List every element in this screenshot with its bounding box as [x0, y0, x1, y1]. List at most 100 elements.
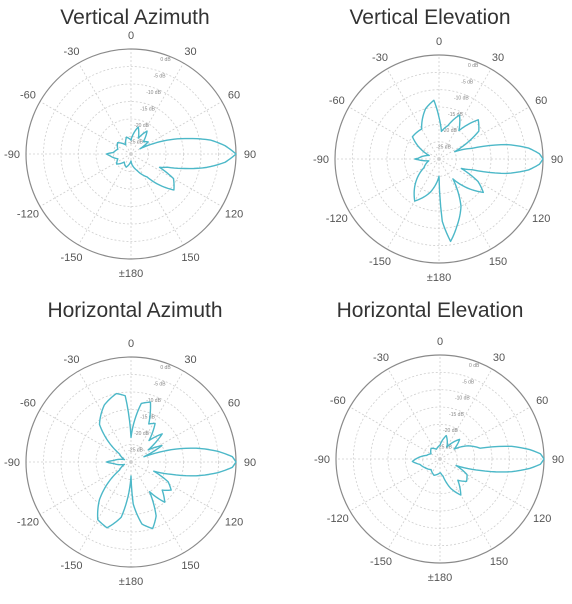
grid-spoke — [438, 68, 492, 160]
angle-tick-label: 120 — [533, 513, 551, 525]
grid-ring — [404, 423, 476, 495]
angle-tick-label: -60 — [20, 90, 36, 102]
radial-tick-label: -5 dB — [461, 79, 474, 85]
angle-tick-label: -30 — [64, 46, 80, 58]
radial-tick-label: 0 dB — [469, 363, 480, 369]
angle-tick-label: -120 — [326, 213, 348, 225]
radial-tick-label: -10 dB — [455, 396, 470, 402]
radiation-pattern-line — [411, 99, 544, 243]
angle-tick-label: -60 — [330, 395, 346, 407]
angle-tick-label: -120 — [17, 517, 39, 529]
radial-tick-label: 0 dB — [160, 365, 171, 371]
radial-tick-label: -15 dB — [448, 112, 463, 118]
grid-ring — [351, 71, 527, 247]
angle-tick-label: -150 — [60, 560, 82, 572]
grid-spoke — [387, 458, 441, 550]
angle-tick-label: -90 — [314, 454, 330, 466]
angle-tick-label: -30 — [372, 52, 388, 64]
radial-tick-label: -15 dB — [140, 106, 155, 112]
angle-tick-label: -150 — [369, 256, 391, 268]
grid-ring — [43, 66, 219, 242]
angle-tick-label: 90 — [244, 457, 256, 469]
grid-ring — [95, 118, 167, 190]
grid-spoke — [130, 461, 184, 554]
angle-tick-label: -30 — [373, 352, 389, 364]
angle-tick-label: -90 — [4, 149, 20, 161]
grid-spoke — [130, 153, 184, 246]
chart-title: Vertical Elevation — [349, 6, 511, 29]
angle-tick-label: -150 — [60, 252, 82, 264]
grid-spoke — [39, 101, 132, 155]
polar-plot: 0 30 60 90 120 150 ±180 -150 -120 -90 -60 -30 0 dB -5… — [4, 30, 256, 280]
radial-tick-label: -25 dB — [437, 444, 452, 450]
radial-tick-label: -25 dB — [128, 447, 143, 453]
grid-ring — [352, 371, 528, 547]
angle-tick-label: 150 — [181, 560, 199, 572]
radial-tick-label: -15 dB — [449, 412, 464, 418]
angle-tick-label: -90 — [313, 154, 329, 166]
grid-ring — [403, 123, 475, 195]
angle-tick-label: 120 — [225, 209, 243, 221]
grid-spoke — [439, 458, 493, 550]
polar-plot: 0 30 60 90 120 150 ±180 -150 -120 -90 -60 -30 0 dB -5… — [4, 338, 256, 588]
radial-tick-label: -25 dB — [128, 139, 143, 145]
angle-tick-label: -90 — [4, 457, 20, 469]
radial-tick-label: -20 dB — [442, 128, 457, 134]
grid-spoke — [130, 101, 223, 155]
angle-tick-label: ±180 — [119, 576, 143, 588]
angle-tick-label: ±180 — [427, 272, 451, 284]
angle-tick-label: 150 — [181, 252, 199, 264]
polar-plot: 0 30 60 90 120 150 ±180 -150 -120 -90 -60 -30 0 dB -5… — [314, 336, 564, 584]
polar-chart-vertical-azimuth: Vertical Azimuth 0 30 60 90 120 150 ±180 -150 -1… — [0, 0, 270, 290]
angle-tick-label: 60 — [536, 395, 548, 407]
grid-spoke — [387, 368, 441, 460]
radial-tick-label: -20 dB — [134, 431, 149, 437]
grid-spoke — [130, 62, 184, 155]
radial-tick-label: -5 dB — [462, 379, 475, 385]
grid-spoke — [438, 158, 492, 250]
chart-title: Vertical Azimuth — [60, 6, 210, 29]
polar-chart-horizontal-elevation: Horizontal Elevation 0 30 60 90 120 150 ±180 -1… — [290, 295, 570, 595]
angle-tick-label: 120 — [532, 213, 550, 225]
angle-tick-label: 30 — [184, 354, 196, 366]
angle-tick-label: -30 — [64, 354, 80, 366]
chart-title: Horizontal Elevation — [336, 299, 524, 322]
angle-tick-label: 90 — [552, 454, 564, 466]
radiation-pattern-line — [411, 434, 545, 496]
angle-tick-label: 150 — [489, 256, 507, 268]
radial-tick-label: -10 dB — [454, 96, 469, 102]
angle-tick-label: 120 — [225, 517, 243, 529]
grid-spoke — [78, 370, 132, 463]
angle-tick-label: 150 — [490, 556, 508, 568]
grid-spoke — [130, 370, 184, 463]
angle-tick-label: 60 — [535, 95, 547, 107]
angle-tick-label: -120 — [17, 209, 39, 221]
radial-tick-label: -10 dB — [146, 398, 161, 404]
angle-tick-label: -150 — [370, 556, 392, 568]
grid-spoke — [348, 158, 440, 212]
angle-tick-label: 30 — [184, 46, 196, 58]
radial-tick-label: 0 dB — [160, 57, 171, 63]
polar-chart-vertical-elevation: Vertical Elevation 0 30 60 90 120 150 ±180 -150… — [290, 0, 570, 290]
angle-tick-label: 0 — [128, 338, 134, 350]
radial-tick-label: -5 dB — [154, 382, 167, 388]
grid-spoke — [39, 461, 132, 515]
grid-spoke — [439, 458, 531, 512]
polar-plot: 0 30 60 90 120 150 ±180 -150 -120 -90 -60 -30 0 dB -5… — [313, 36, 563, 284]
polar-chart-horizontal-azimuth: Horizontal Azimuth 0 30 60 90 120 150 ±180 -150… — [0, 295, 270, 595]
grid-spoke — [130, 461, 223, 515]
radial-tick-label: -10 dB — [146, 90, 161, 96]
angle-tick-label: 0 — [436, 36, 442, 48]
grid-spoke — [349, 406, 441, 460]
angle-tick-label: ±180 — [119, 268, 143, 280]
grid-spoke — [78, 153, 132, 246]
radial-tick-label: -20 dB — [134, 123, 149, 129]
grid-spoke — [439, 406, 531, 460]
angle-tick-label: 90 — [244, 149, 256, 161]
radial-tick-label: -5 dB — [154, 74, 167, 80]
grid-spoke — [438, 158, 530, 212]
radial-tick-label: 0 dB — [468, 63, 479, 69]
grid-spoke — [349, 458, 441, 512]
radial-tick-label: -25 dB — [436, 144, 451, 150]
grid-spoke — [439, 368, 493, 460]
